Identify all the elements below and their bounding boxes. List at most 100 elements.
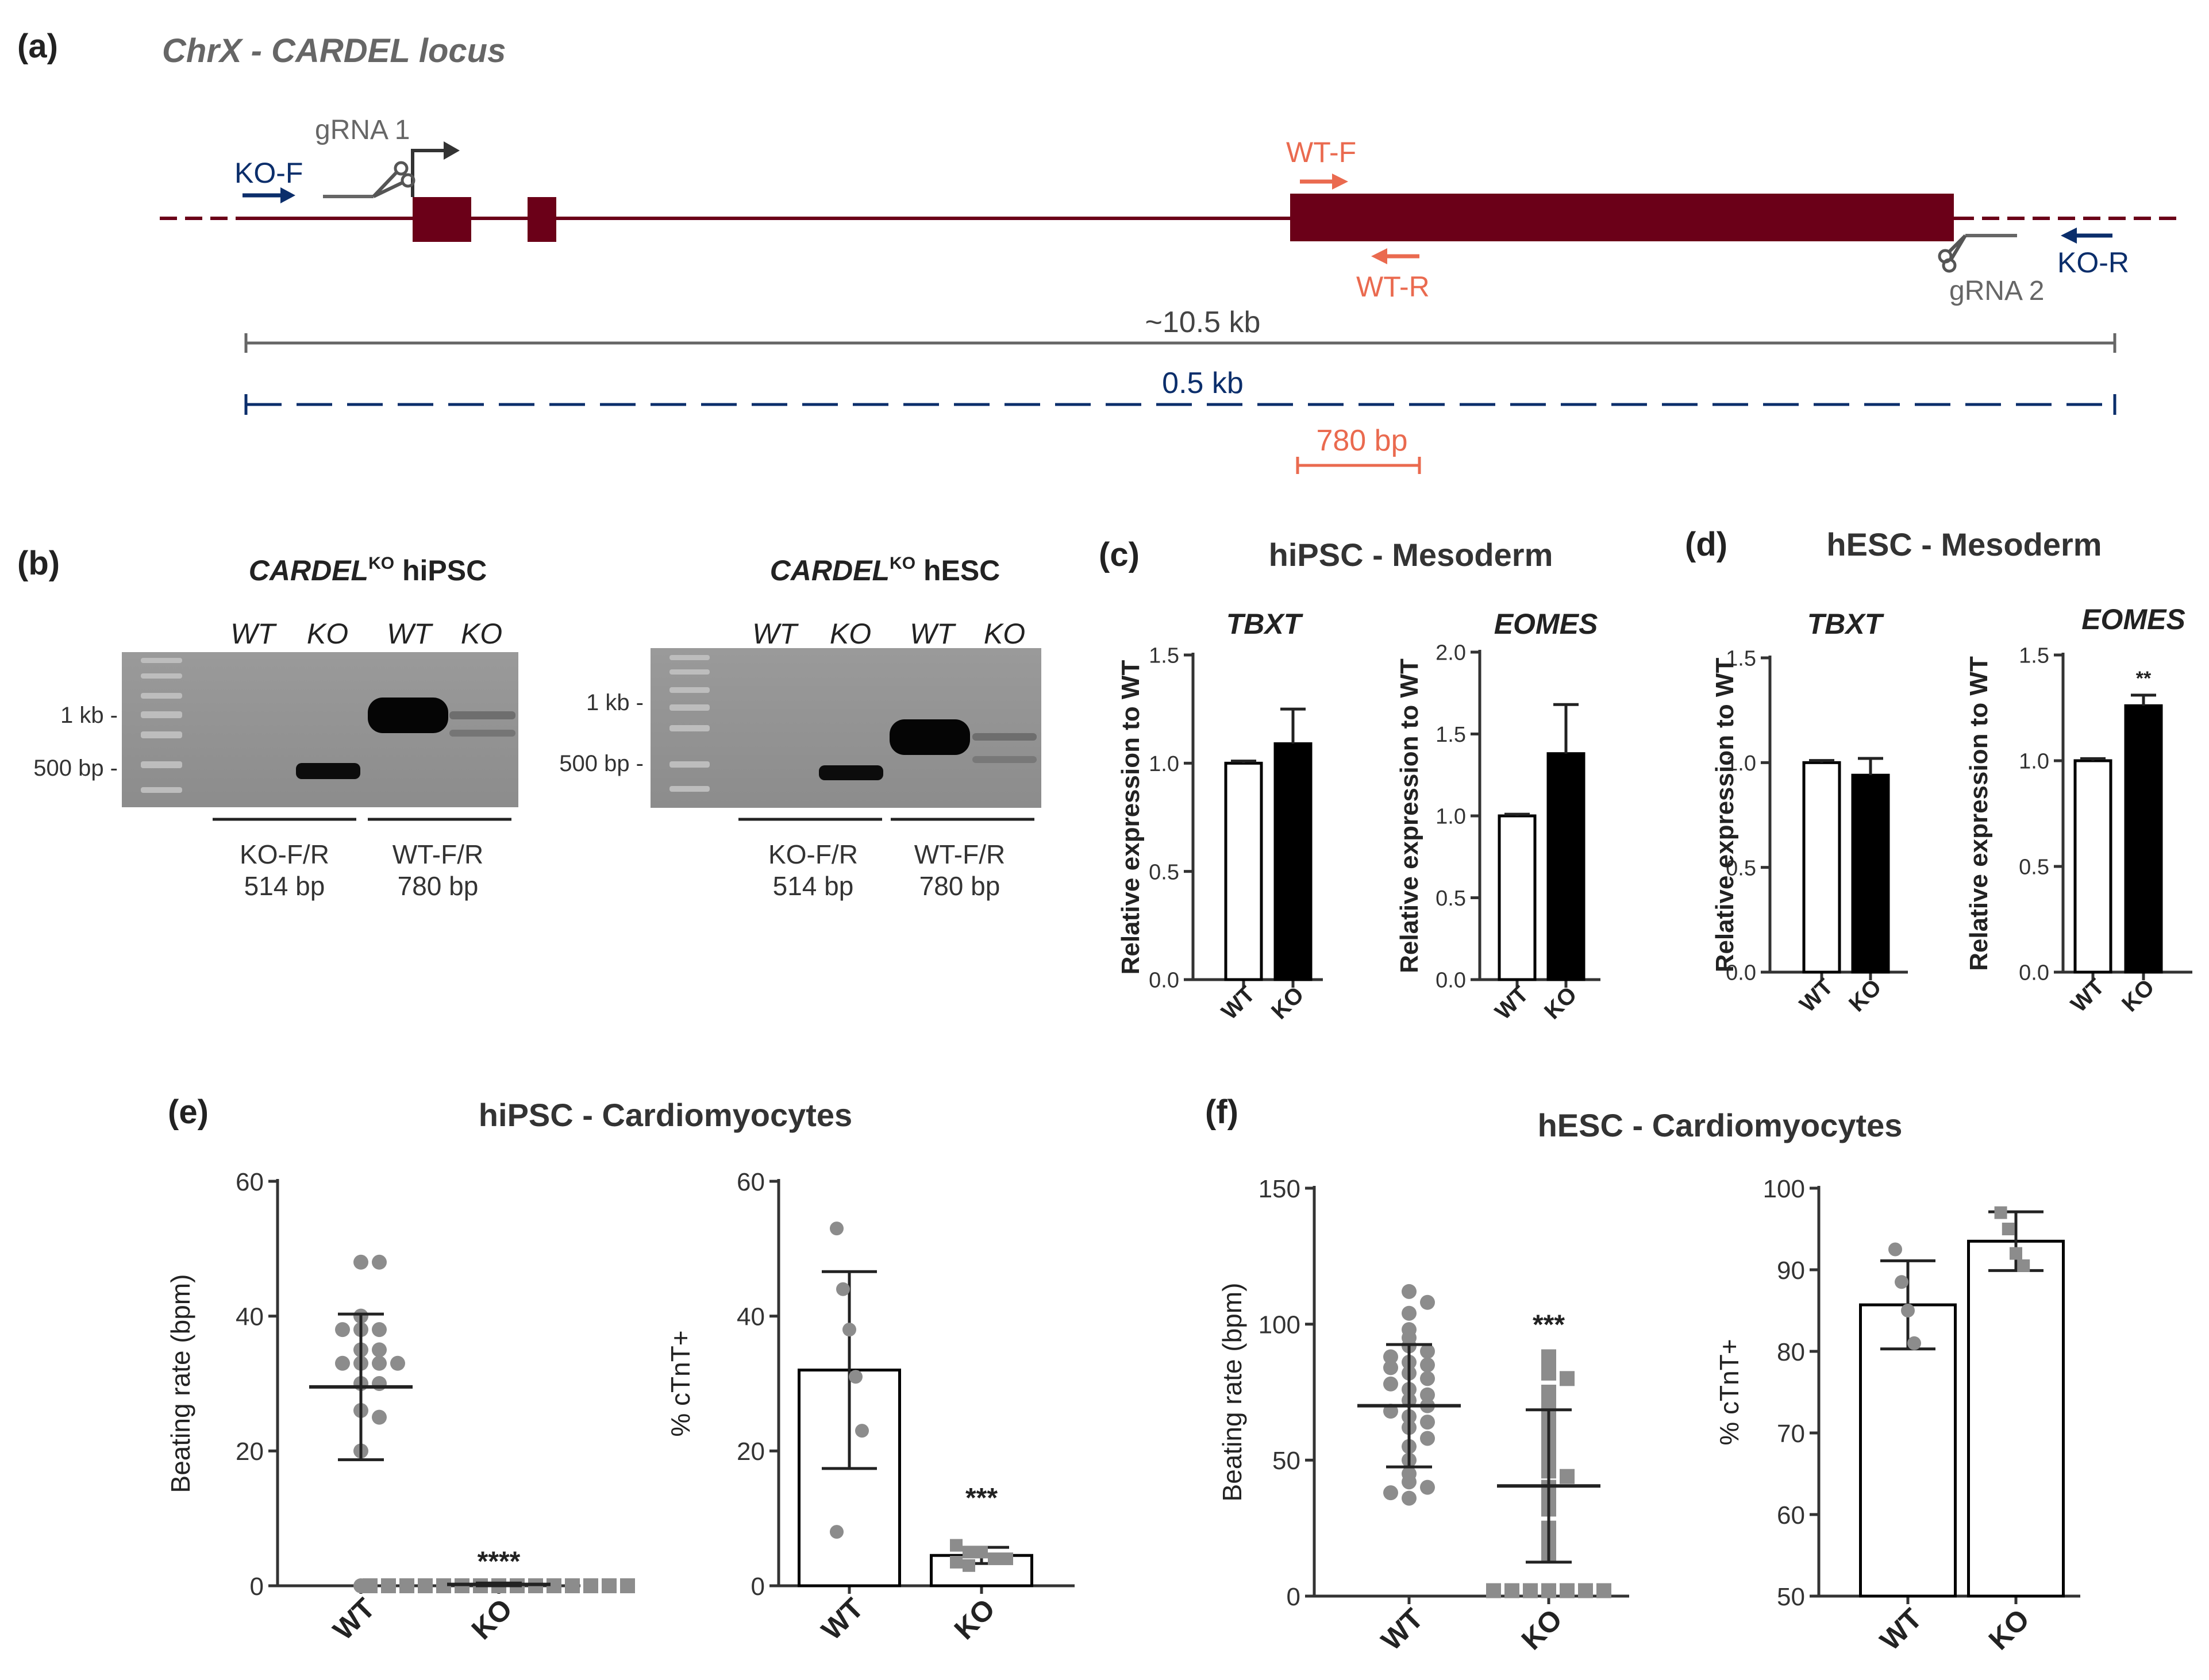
- span-wt: ~10.5 kb: [244, 306, 2116, 353]
- y-tick-label: 80: [1777, 1338, 1805, 1366]
- panel-a-label: (a): [17, 28, 58, 65]
- data-point: [1578, 1583, 1593, 1598]
- band-faint: [972, 756, 1037, 763]
- x-tick-label: WT: [815, 1592, 870, 1647]
- y-axis-label: Relative expression to WT: [1965, 656, 1993, 971]
- y-tick-label: 1.5: [1436, 723, 1466, 747]
- panel-f-title: hESC - Cardiomyocytes: [1538, 1107, 1903, 1143]
- panel-e-title: hiPSC - Cardiomyocytes: [479, 1097, 852, 1133]
- y-tick-label: 0.5: [1436, 887, 1466, 911]
- y-tick-label: 1.5: [1149, 644, 1179, 668]
- significance-label: ***: [1533, 1309, 1565, 1340]
- wt-r-primer: WT-R: [1356, 248, 1430, 303]
- group1-name: KO-F/R: [240, 839, 329, 869]
- data-point: [963, 1546, 975, 1559]
- data-point: [1541, 1583, 1556, 1598]
- x-tick-label: WT: [1217, 981, 1260, 1024]
- chart-title: EOMES: [1494, 608, 1598, 640]
- y-tick-label: 50: [1777, 1583, 1805, 1611]
- y-tick-label: 1.0: [1726, 752, 1756, 776]
- chart-f-ctnt: 50 60 70 80 90 100 % cTnT+ WT KO: [1714, 1175, 2080, 1656]
- y-tick-label: 0.5: [2019, 856, 2049, 880]
- data-point: [1402, 1490, 1417, 1506]
- data-point: [836, 1282, 850, 1296]
- y-tick-label: 40: [737, 1303, 765, 1331]
- chart-f-beating: 0 50 100 150 Beating rate (bpm) WT KO ***: [1217, 1175, 1629, 1656]
- lane-label: WT: [230, 618, 277, 650]
- panel-a: (a) ChrX - CARDEL locus KO-F gRNA 1: [17, 28, 2184, 474]
- data-point: [1383, 1360, 1398, 1375]
- y-tick-label: 40: [236, 1303, 264, 1331]
- lane-label: KO: [984, 618, 1025, 650]
- gel-hesc-title: CARDELKO hESC: [770, 554, 1000, 587]
- tss-arrow-icon: [411, 141, 460, 197]
- gel-hipsc: CARDELKO hiPSC WT KO WT KO 1 kb - 500 bp…: [33, 554, 518, 901]
- span-ko: 0.5 kb: [244, 367, 2116, 415]
- data-point: [418, 1578, 433, 1593]
- ko-f-label: KO-F: [234, 157, 303, 189]
- chart-d-eomes: 0.0 0.5 1.0 1.5 Relative expression to WT EOM…: [1965, 603, 2192, 1017]
- panel-d-title: hESC - Mesoderm: [1826, 526, 2102, 562]
- band-ko-514bp: [296, 763, 360, 779]
- y-axis-label: Beating rate (bpm): [1217, 1283, 1247, 1502]
- data-point: [390, 1355, 405, 1371]
- data-point: [2002, 1223, 2015, 1235]
- data-point: [1907, 1336, 1921, 1350]
- data-point: [963, 1559, 975, 1572]
- data-point: [1486, 1583, 1501, 1598]
- data-point: [1541, 1365, 1556, 1381]
- lane-label: WT: [387, 618, 433, 650]
- data-point: [830, 1525, 844, 1539]
- data-point: [399, 1578, 414, 1593]
- bar: [2124, 704, 2163, 974]
- y-axis-label: Beating rate (bpm): [166, 1274, 195, 1493]
- gel-image: [651, 648, 1041, 808]
- data-point: [372, 1409, 387, 1425]
- data-point: [1402, 1474, 1417, 1490]
- y-axis-label: Relative expression to WT: [1711, 658, 1739, 973]
- y-tick-label: 0.0: [1726, 961, 1756, 985]
- y-tick-label: 50: [1272, 1447, 1300, 1475]
- x-tick-label: KO: [948, 1593, 1002, 1646]
- gel-hipsc-title: CARDELKO hiPSC: [249, 554, 487, 587]
- y-axis-label: % cTnT+: [665, 1330, 695, 1436]
- band-wt-780bp: [890, 719, 970, 755]
- x-tick-label: KO: [1983, 1603, 2036, 1656]
- data-point: [849, 1370, 863, 1384]
- x-tick-label: WT: [1874, 1602, 1929, 1657]
- data-point: [602, 1578, 617, 1593]
- data-point: [1420, 1479, 1435, 1495]
- data-point: [1504, 1583, 1519, 1598]
- data-point: [1541, 1385, 1556, 1400]
- panel-e-label: (e): [168, 1093, 209, 1131]
- data-point: [1420, 1294, 1435, 1310]
- span-wtpcr-label: 780 bp: [1316, 424, 1407, 457]
- x-tick-label: WT: [1795, 974, 1838, 1017]
- grna2-scissors-icon: gRNA 2: [1938, 234, 2044, 306]
- exon-1: [413, 197, 471, 242]
- wt-r-label: WT-R: [1356, 271, 1430, 303]
- group1-size: 514 bp: [773, 871, 854, 901]
- chart-e-ctnt: 0 20 40 60 % cTnT+ WT KO ***: [665, 1168, 1075, 1646]
- data-point: [830, 1222, 844, 1236]
- data-point: [1000, 1552, 1013, 1566]
- y-axis-label: % cTnT+: [1714, 1339, 1744, 1445]
- data-point: [975, 1546, 988, 1559]
- data-point: [1994, 1206, 2007, 1219]
- exon-2: [528, 197, 556, 242]
- data-point: [381, 1578, 396, 1593]
- panel-b-label: (b): [17, 545, 60, 582]
- grna1-label: gRNA 1: [315, 115, 410, 145]
- x-tick-label: WT: [327, 1592, 382, 1647]
- marker-1kb: 1 kb -: [60, 703, 118, 728]
- data-point: [1383, 1349, 1398, 1365]
- significance-label: ***: [965, 1483, 998, 1513]
- panel-b: (b) CARDELKO hiPSC WT KO WT KO 1 kb -: [17, 545, 1041, 901]
- significance-label: ****: [478, 1547, 521, 1577]
- y-tick-label: 100: [1763, 1175, 1805, 1203]
- bar: [2073, 759, 2112, 974]
- data-point: [950, 1539, 963, 1552]
- data-point: [1523, 1583, 1538, 1598]
- data-point: [1596, 1583, 1611, 1598]
